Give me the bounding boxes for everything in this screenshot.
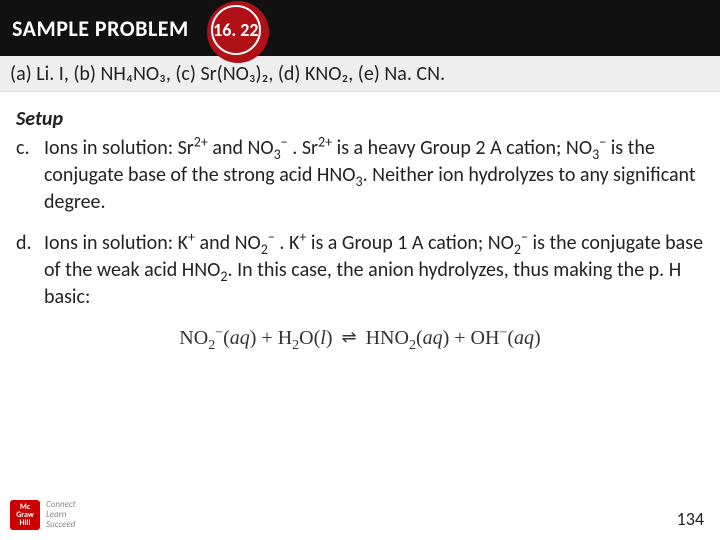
content-area: Setup c. Ions in solution: Sr2+ and NO3−…: [0, 92, 720, 352]
logo-tagline: Connect Learn Succeed: [46, 500, 76, 530]
item-text: Ions in solution: Sr2+ and NO3− . Sr2+ i…: [44, 135, 704, 216]
page-number: 134: [677, 508, 704, 530]
question-strip: (a) Li. I, (b) NH₄NO₃, (c) Sr(NO₃)₂, (d)…: [0, 56, 720, 92]
problem-number: 16. 22: [211, 5, 261, 55]
question-text: (a) Li. I, (b) NH₄NO₃, (c) Sr(NO₃)₂, (d)…: [10, 62, 445, 86]
setup-heading: Setup: [16, 106, 704, 133]
item-marker: d.: [16, 230, 44, 311]
publisher-logo: Mc Graw Hill Connect Learn Succeed: [10, 500, 76, 530]
problem-number-badge: 16. 22: [207, 1, 269, 63]
header-bar: SAMPLE PROBLEM 16. 22: [0, 0, 720, 56]
setup-item: d. Ions in solution: K+ and NO2− . K+ is…: [16, 230, 704, 311]
equation: NO2−(aq) + H2O(l) ⇌ HNO2(aq) + OH−(aq): [16, 325, 704, 352]
logo-icon: Mc Graw Hill: [10, 500, 40, 530]
item-text: Ions in solution: K+ and NO2− . K+ is a …: [44, 230, 704, 311]
header-label: SAMPLE PROBLEM: [12, 15, 189, 42]
setup-item: c. Ions in solution: Sr2+ and NO3− . Sr2…: [16, 135, 704, 216]
item-marker: c.: [16, 135, 44, 216]
